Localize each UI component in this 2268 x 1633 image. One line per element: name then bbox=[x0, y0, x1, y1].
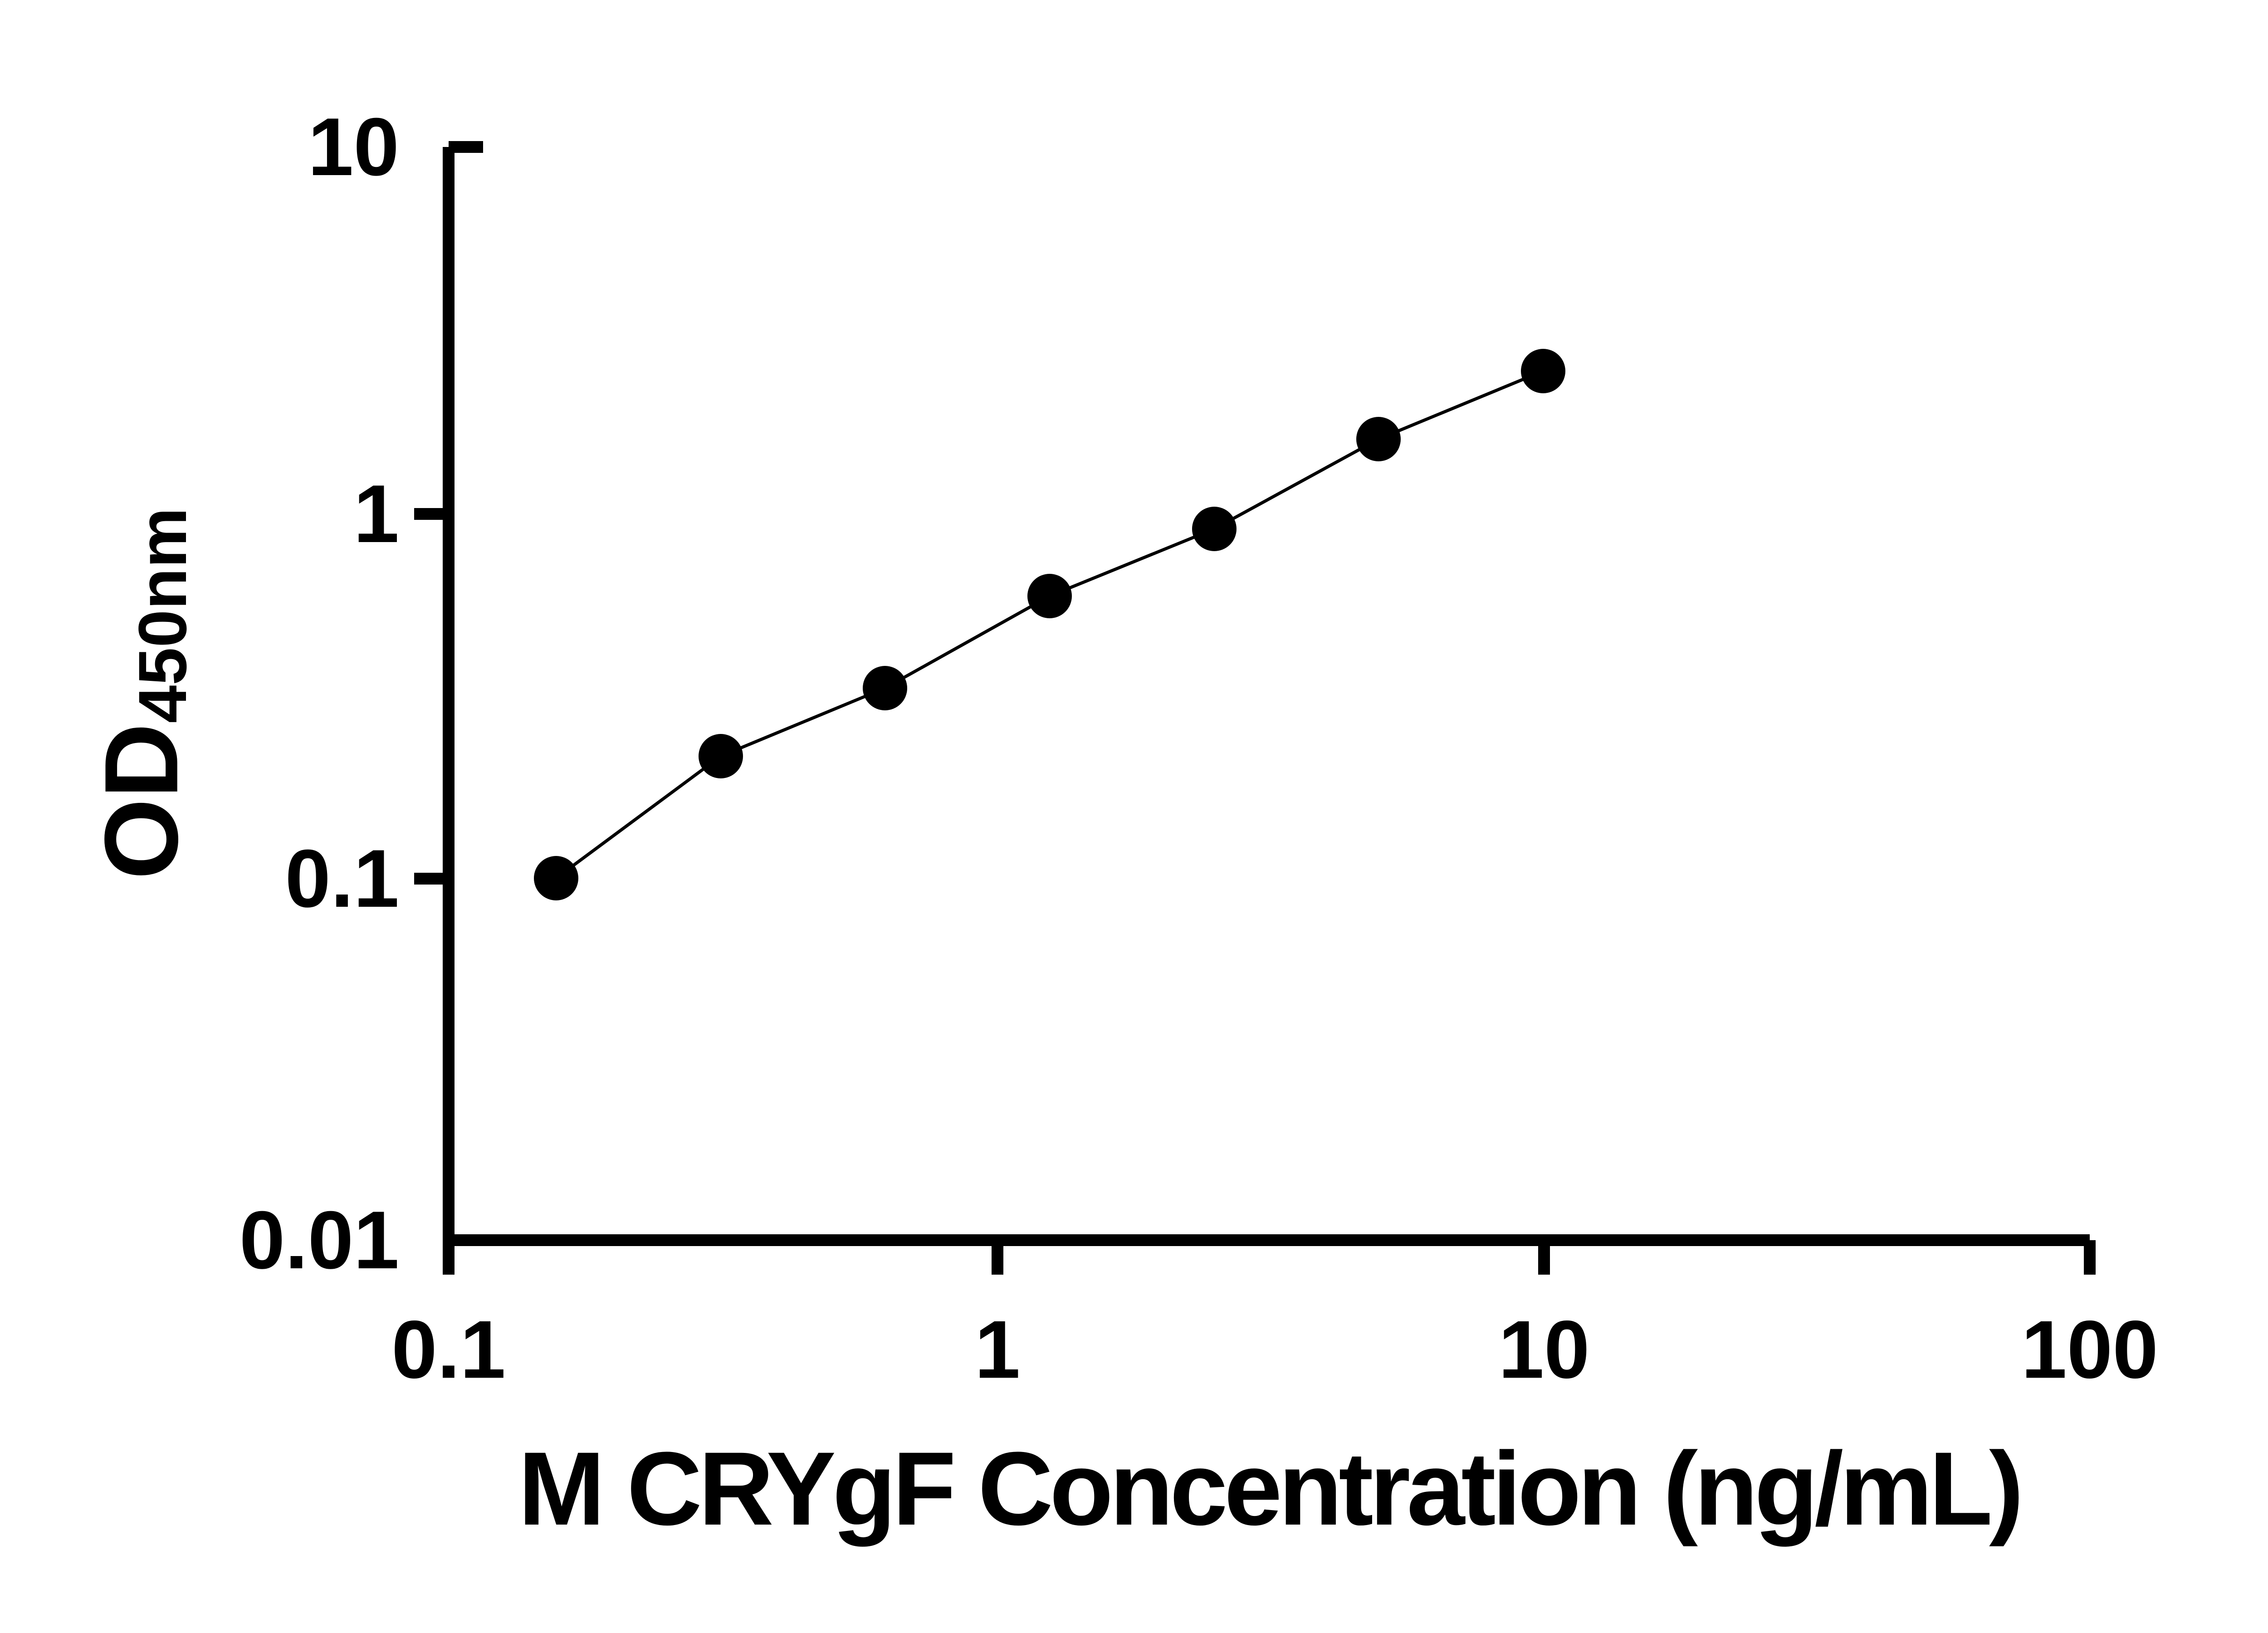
svg-text:0.01: 0.01 bbox=[240, 1194, 399, 1286]
svg-text:10: 10 bbox=[1498, 1304, 1589, 1395]
svg-text:100: 100 bbox=[2021, 1304, 2158, 1395]
svg-text:0.1: 0.1 bbox=[391, 1304, 506, 1395]
svg-text:0.1: 0.1 bbox=[285, 833, 399, 924]
svg-text:1: 1 bbox=[353, 468, 399, 560]
svg-text:M CRYgF Concentration (ng/mL): M CRYgF Concentration (ng/mL) bbox=[518, 1430, 2020, 1547]
svg-text:1: 1 bbox=[975, 1304, 1021, 1395]
svg-text:10: 10 bbox=[308, 101, 399, 193]
